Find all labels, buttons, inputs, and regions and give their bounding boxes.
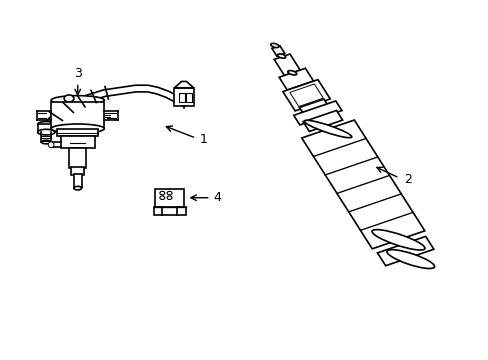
Bar: [177, 207, 185, 215]
Polygon shape: [289, 84, 323, 107]
Ellipse shape: [386, 250, 434, 269]
Bar: [57, 129, 98, 136]
Polygon shape: [174, 81, 193, 88]
Ellipse shape: [51, 96, 104, 105]
Polygon shape: [274, 54, 300, 76]
Ellipse shape: [74, 186, 81, 190]
Ellipse shape: [160, 196, 164, 199]
Bar: [174, 88, 193, 105]
Polygon shape: [303, 111, 342, 131]
Bar: [179, 93, 184, 102]
Polygon shape: [377, 237, 433, 266]
Polygon shape: [293, 101, 341, 125]
Bar: [69, 148, 86, 168]
Bar: [153, 207, 162, 215]
Ellipse shape: [64, 95, 74, 102]
Text: 2: 2: [404, 173, 411, 186]
Bar: [155, 189, 183, 207]
Text: 4: 4: [213, 191, 221, 204]
Bar: [71, 167, 84, 175]
Bar: [51, 102, 104, 129]
Text: 3: 3: [74, 67, 81, 80]
Polygon shape: [283, 80, 329, 111]
Ellipse shape: [167, 192, 172, 195]
Ellipse shape: [38, 122, 55, 127]
Bar: [74, 174, 81, 187]
Ellipse shape: [160, 192, 164, 195]
Ellipse shape: [48, 142, 54, 148]
Polygon shape: [299, 99, 327, 114]
Bar: [186, 93, 192, 102]
Ellipse shape: [270, 44, 279, 48]
Ellipse shape: [371, 230, 424, 250]
Polygon shape: [271, 46, 284, 56]
Ellipse shape: [287, 71, 296, 75]
Ellipse shape: [277, 54, 285, 58]
Ellipse shape: [51, 124, 104, 133]
Text: 1: 1: [200, 134, 207, 147]
Polygon shape: [279, 68, 313, 90]
Ellipse shape: [304, 120, 351, 138]
Polygon shape: [301, 120, 424, 249]
Bar: [38, 124, 55, 132]
Bar: [61, 136, 95, 148]
Ellipse shape: [167, 196, 172, 199]
Ellipse shape: [41, 140, 51, 144]
Polygon shape: [289, 82, 313, 93]
Ellipse shape: [38, 129, 55, 135]
